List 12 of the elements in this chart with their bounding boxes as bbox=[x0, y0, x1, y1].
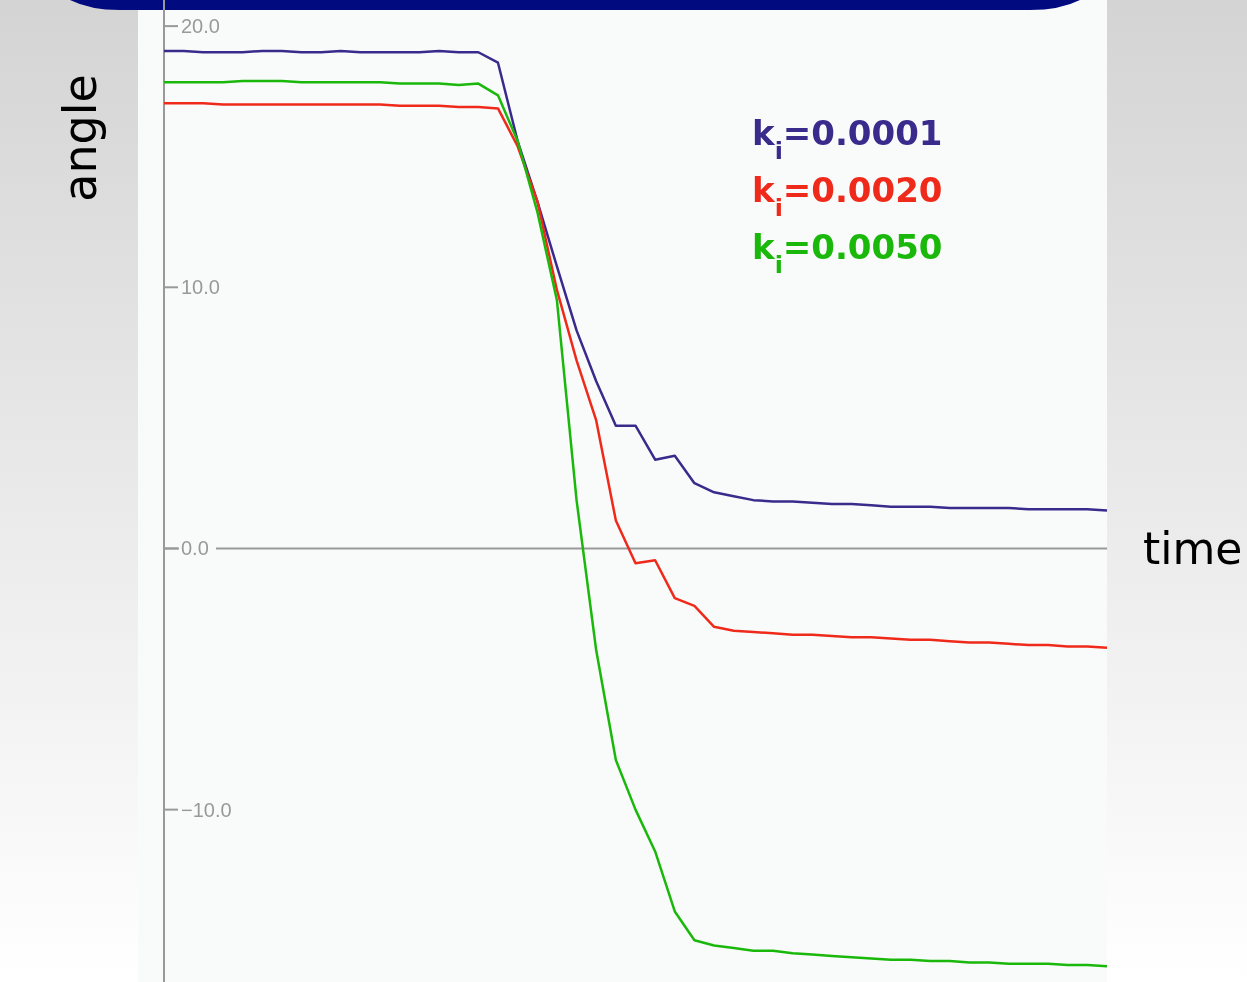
y-tick-label: 10.0 bbox=[181, 276, 220, 299]
text: k$_{i}$=0.0001 bbox=[752, 112, 943, 165]
line-series bbox=[162, 79, 1109, 968]
text: k$_{i}$=0.0050 bbox=[752, 226, 943, 279]
y-tick-label: 0.0 bbox=[181, 537, 209, 560]
y-tick-label: 20.0 bbox=[181, 15, 220, 38]
line-series bbox=[162, 49, 1109, 512]
y-axis-title: angle bbox=[53, 74, 107, 202]
x-axis-title: time bbox=[1143, 522, 1243, 574]
line-series bbox=[162, 101, 1109, 649]
y-tick-label: −10.0 bbox=[181, 798, 232, 821]
text: k$_{i}$=0.0020 bbox=[752, 169, 943, 222]
